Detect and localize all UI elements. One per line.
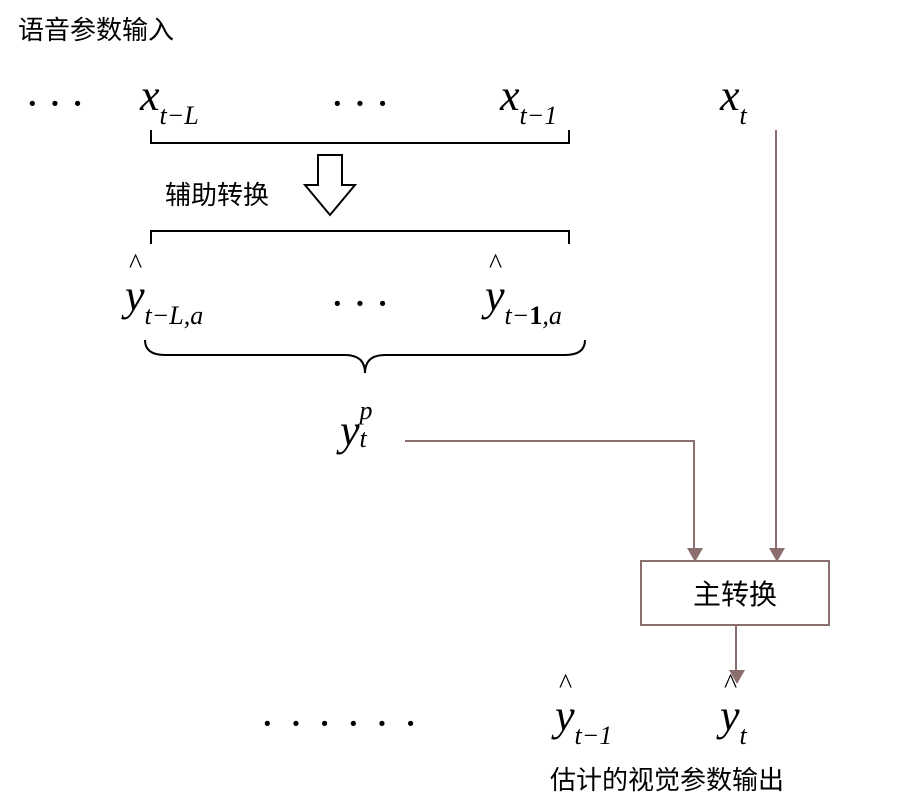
symbol-yhat-t-out: ^yt (720, 690, 747, 747)
symbol-y-pt: ytp (340, 405, 360, 456)
base: x (140, 71, 160, 120)
symbol-x-t: xt (720, 70, 747, 127)
subscript: t (740, 101, 747, 130)
symbol-yhat-tLa: ^yt−L,a (125, 270, 203, 327)
line-xt-vertical (775, 130, 777, 555)
line-yp-vertical (693, 440, 695, 555)
subscript: t−1,a (505, 301, 562, 330)
subscript: t (360, 424, 367, 454)
down-arrow-block (300, 150, 360, 220)
input-title-label: 语音参数输入 (18, 10, 174, 47)
subscript: t−L,a (145, 301, 204, 330)
main-transform-box: 主转换 (640, 560, 830, 626)
symbol-x-t1: xt−1 (500, 70, 557, 127)
bracket-yhat-top (150, 230, 570, 244)
main-transform-label: 主转换 (693, 573, 777, 613)
subscript: t−L (160, 101, 199, 130)
base: x (500, 71, 520, 120)
base: x (720, 71, 740, 120)
superscript: p (360, 396, 373, 426)
output-title-label: 估计的视觉参数输出 (550, 760, 784, 797)
mid-dots-x: ··· (330, 78, 398, 129)
mid-dots-yhat: ··· (330, 278, 398, 329)
symbol-yhat-t1a: ^yt−1,a (485, 270, 562, 327)
leading-dots-out: ······ (260, 698, 432, 749)
line-yp-horizontal (405, 440, 695, 442)
aux-transform-label: 辅助转换 (165, 175, 269, 212)
leading-dots-x: ··· (25, 78, 93, 129)
base: y (340, 406, 360, 455)
bracket-top (150, 130, 570, 144)
symbol-x-tL: xt−L (140, 70, 199, 127)
subscript: t−1 (520, 101, 558, 130)
subscript: t−1 (575, 721, 613, 750)
subscript: t (740, 721, 747, 750)
curly-brace (135, 335, 595, 385)
symbol-yhat-t1-out: ^yt−1 (555, 690, 612, 747)
